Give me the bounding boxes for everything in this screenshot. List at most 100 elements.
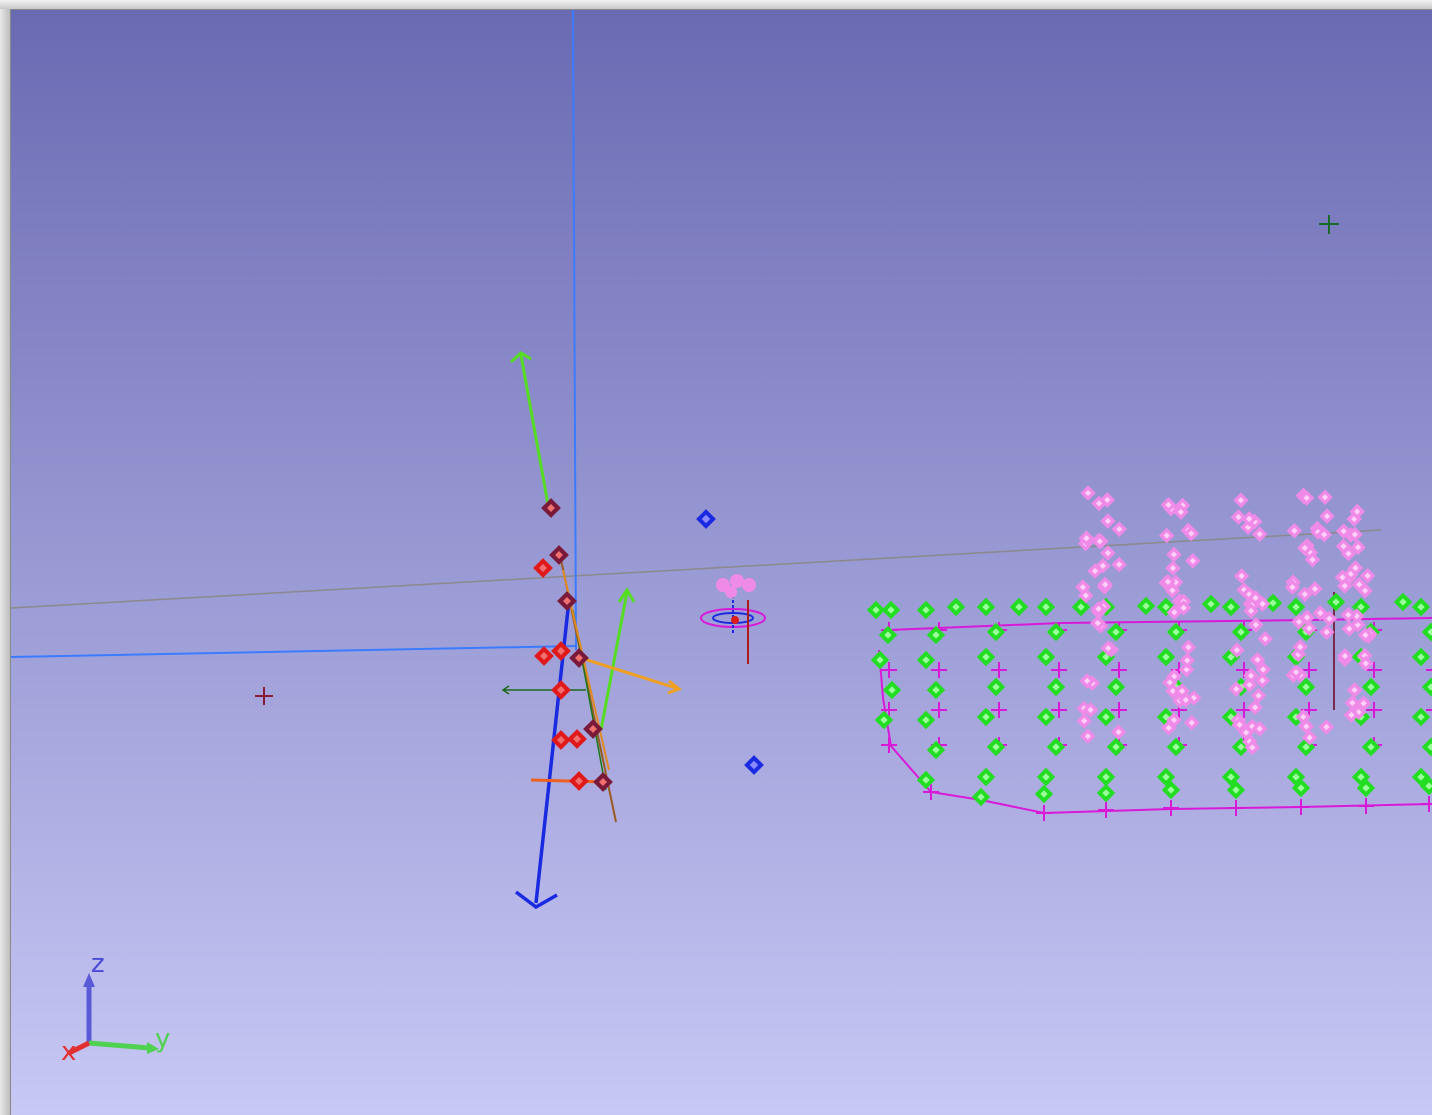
green-marker [1106,622,1126,642]
magenta-cross [991,662,1007,678]
pink-marker [1312,605,1329,621]
pink-marker [1349,503,1365,520]
z-axis-label: z [91,949,105,979]
green-marker [870,650,890,670]
pink-marker [1318,624,1335,640]
pink-marker [1229,642,1245,658]
pink-marker [1165,560,1181,576]
magenta-cross [1421,796,1432,812]
pink-marker [1347,526,1363,543]
pink-marker [1179,652,1195,669]
pink-marker [1357,627,1374,643]
green-marker [916,600,936,620]
green-marker [1286,597,1306,617]
green-marker [881,600,901,620]
green-marker [971,787,991,807]
x-axis-label: x [61,1037,76,1067]
magenta-cross [1228,800,1244,816]
pink-marker [1299,609,1315,626]
pink-marker [1298,490,1315,506]
dark-red-crosshair [255,687,273,705]
green-marker [1221,597,1241,617]
pink-marker [1100,513,1116,529]
green-marker [1036,707,1056,727]
magenta-cross [1236,702,1252,718]
green-marker [882,680,902,700]
green-marker [1096,707,1116,727]
orange-direction-arrow [580,656,683,695]
green-marker [1263,593,1283,613]
green-marker [1361,677,1381,697]
green-marker [1419,776,1432,796]
pink-marker [1316,526,1332,543]
green-marker [1096,767,1116,787]
green-marker [1166,737,1186,757]
green-marker [1411,707,1431,727]
pink-marker [1296,586,1313,603]
pink-marker [1110,724,1127,740]
magenta-cross [1051,662,1067,678]
3d-scene[interactable]: z y x [11,10,1432,1115]
pink-marker [1160,497,1177,513]
green-marker [878,625,898,645]
green-marker [1393,592,1413,612]
pink-marker [1111,556,1127,573]
pink-marker [1087,563,1103,579]
magenta-cross [1293,799,1309,815]
magenta-cross [1301,662,1317,678]
green-marker [1096,783,1116,803]
magenta-cross [881,702,897,718]
green-secondary-arrow [599,587,636,731]
pink-marker [1248,616,1264,633]
green-marker [926,625,946,645]
magenta-cross [931,662,947,678]
pink-marker [1082,702,1099,718]
magenta-outline [888,617,1432,631]
pink-marker [1089,615,1106,631]
magenta-cross [923,784,939,800]
pink-marker [1233,492,1249,509]
pink-marker-cloud [1075,485,1378,756]
green-marker [976,597,996,617]
green-marker [1136,596,1156,616]
pink-marker [1340,545,1357,562]
pink-marker [1180,639,1197,656]
pink-marker [1160,720,1177,736]
magenta-cross [1098,802,1114,818]
green-marker [1421,622,1432,642]
green-marker [986,677,1006,697]
pink-marker [1318,719,1335,735]
pink-marker [1230,509,1247,525]
green-marker [1046,677,1066,697]
magenta-cross [991,702,1007,718]
x-axis-line [67,1040,91,1056]
pink-marker [1288,664,1304,680]
green-marker [1009,597,1029,617]
green-marker [1226,780,1246,800]
magenta-cross [1426,669,1432,671]
pink-marker [1297,540,1313,556]
pink-marker [1351,576,1368,593]
pink-marker [1178,661,1195,678]
pink-marker [1078,530,1095,546]
dark-green-small-arrow [501,685,586,695]
3d-viewport[interactable]: z y x [11,10,1432,1115]
magenta-cross [1051,702,1067,718]
pink-marker [1243,603,1259,619]
green-marker [976,707,996,727]
y-axis-label: y [155,1024,170,1054]
pink-marker [1231,716,1248,733]
green-marker [1356,778,1376,798]
green-marker [926,680,946,700]
green-marker [1421,677,1432,697]
pink-marker [1349,616,1366,633]
magenta-cross [1111,702,1127,718]
pink-marker [1257,630,1273,647]
pink-marker [1334,569,1351,586]
green-marker [1411,597,1431,617]
green-marker [1201,594,1221,614]
pink-marker [1241,511,1257,527]
pink-marker [1092,533,1108,550]
pink-marker [1286,523,1303,539]
green-marker [926,740,946,760]
